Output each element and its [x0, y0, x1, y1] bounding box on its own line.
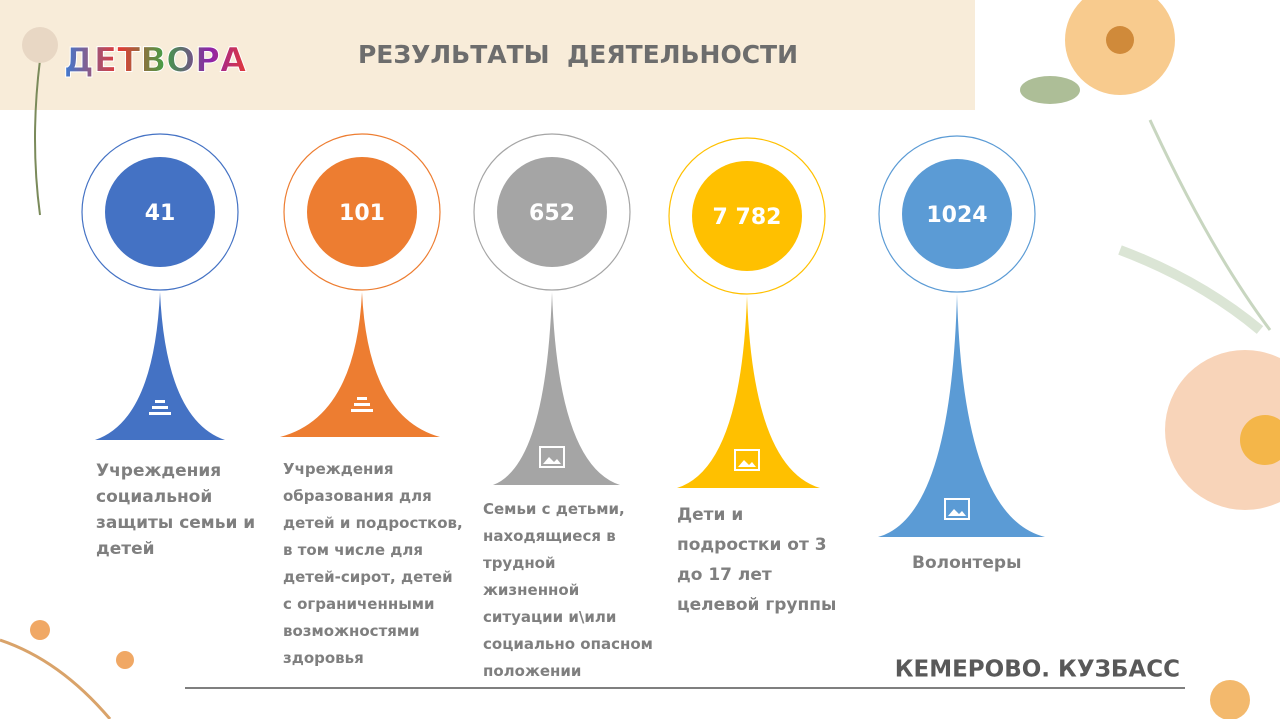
icon [944, 498, 970, 520]
item-label: Учреждения образования для детей и подро… [283, 460, 463, 667]
inner-circle [307, 157, 417, 267]
footer-text: КЕМЕРОВО. КУЗБАСС [895, 657, 1180, 683]
icon [149, 412, 171, 415]
value: 101 [339, 201, 385, 226]
icon [543, 457, 561, 464]
icon [738, 460, 756, 467]
cone [280, 292, 440, 437]
value: 7 782 [713, 205, 782, 230]
header-band [0, 0, 975, 110]
cone [878, 294, 1045, 537]
cone [95, 292, 225, 440]
item-label: Дети и подростки от 3 до 17 лет целевой … [677, 505, 837, 615]
icon [152, 406, 168, 409]
item-label: Семьи с детьми, находящиеся в трудной жи… [483, 500, 653, 680]
inner-circle [497, 157, 607, 267]
inner-circle [105, 157, 215, 267]
cone [677, 296, 820, 488]
value: 41 [145, 201, 176, 226]
icon [351, 409, 373, 412]
value: 652 [529, 201, 575, 226]
icon [734, 449, 760, 471]
logo: ДЕТВОРА [64, 41, 247, 81]
icon [155, 400, 165, 403]
icon [948, 509, 966, 516]
icon [354, 403, 370, 406]
inner-circle [692, 161, 802, 271]
item-label: Волонтеры [912, 553, 1022, 573]
icon [539, 446, 565, 468]
cone [493, 292, 620, 485]
icon [357, 397, 367, 400]
value: 1024 [926, 203, 987, 228]
title: РЕЗУЛЬТАТЫ ДЕЯТЕЛЬНОСТИ [358, 40, 798, 69]
item-label: Учреждения социальной защиты семьи и дет… [96, 461, 256, 559]
inner-circle [902, 159, 1012, 269]
